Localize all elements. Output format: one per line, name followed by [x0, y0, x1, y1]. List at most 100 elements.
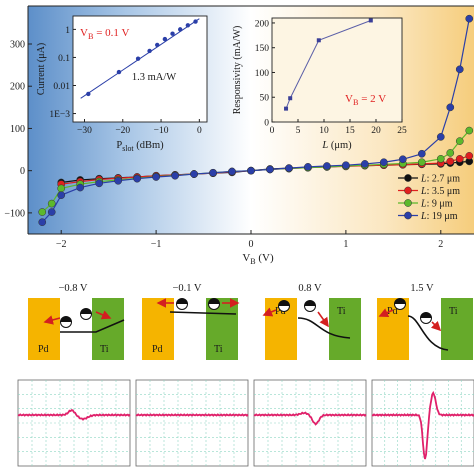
band-edge-curve [407, 315, 449, 351]
data-point [38, 218, 47, 227]
electron-hole-icon [80, 308, 92, 320]
inset1-y-tick-label: 1E−3 [49, 110, 70, 120]
inset2-data-point [284, 106, 289, 111]
inset1-data-point [86, 91, 91, 97]
scope-trace [371, 390, 474, 460]
inset2-x-axis-label: L (μm) [321, 140, 352, 151]
data-point [304, 163, 312, 171]
data-point [446, 103, 455, 112]
inset1-slope-annotation: 1.3 mA/W [132, 72, 176, 83]
band-diagram-2: −0.1 V Pd Ti [142, 283, 240, 360]
data-point [76, 183, 85, 192]
legend-label: L: 19 μm [420, 211, 458, 222]
carrier-arrow [262, 307, 277, 317]
band-edge-curve [60, 319, 125, 333]
data-point [436, 133, 445, 141]
inset1-x-tick-label: −20 [115, 126, 130, 136]
inset2-data-point [368, 18, 373, 23]
oscilloscope-row [17, 379, 474, 467]
inset1-x-tick-label: −10 [154, 126, 169, 136]
legend: L: 2.7 μmL: 3.5 μm L: 9 μmL: 19 μm [398, 174, 460, 222]
inset2-x-tick-label: 5 [296, 126, 301, 136]
inset2-y-tick-label: 50 [260, 94, 270, 104]
electron-hole-icon [394, 298, 406, 310]
scope-panel-4 [371, 379, 474, 467]
inset1-y-tick-label: 1 [65, 26, 70, 36]
data-point [446, 149, 455, 157]
main-x-tick-label: −1 [151, 239, 162, 250]
band-edge-curve [169, 311, 237, 315]
scope-panel-3 [253, 379, 367, 467]
legend-marker [404, 199, 412, 207]
main-x-tick-label: 2 [438, 239, 443, 250]
inset2-x-tick-label: 0 [270, 126, 275, 136]
data-point [455, 154, 464, 163]
carrier-arrow [95, 310, 112, 320]
band-voltage-label: 1.5 V [410, 283, 434, 294]
inset2-x-tick-label: 10 [319, 126, 329, 136]
electron-hole-icon [208, 298, 220, 310]
electron-hole-icon [278, 300, 290, 312]
main-y-tick-label: 0 [20, 166, 25, 177]
data-point [465, 14, 474, 23]
series-4 [38, 14, 474, 227]
ti-label: Ti [214, 344, 223, 355]
electron-hole-icon [60, 316, 72, 328]
band-voltage-label: −0.8 V [58, 283, 87, 294]
data-point [436, 154, 445, 163]
inset-responsivity-vs-length: 0 5 10 15 20 25 0 50 100 150 200 Responsivity (mA/W… [232, 17, 407, 151]
inset2-y-tick-label: 150 [255, 44, 270, 54]
band-voltage-label: 0.8 V [298, 283, 322, 294]
main-y-tick-label: 200 [10, 82, 25, 93]
ti-block [92, 298, 124, 360]
inset1-x-tick-label: 0 [197, 126, 202, 136]
inset1-x-tick-label: −30 [77, 126, 92, 136]
carrier-arrow [378, 308, 394, 318]
data-point [417, 149, 426, 158]
data-point [465, 152, 474, 160]
data-point [465, 126, 474, 135]
data-point [247, 166, 255, 175]
inset1-data-point [147, 48, 152, 54]
electron-hole-icon [176, 298, 188, 310]
scope-panel-2 [135, 379, 249, 467]
data-point [342, 161, 350, 170]
inset2-x-tick-label: 20 [371, 126, 381, 136]
inset1-y-tick-label: 0.1 [58, 54, 70, 64]
data-point [133, 174, 141, 183]
pd-label: Pd [152, 344, 163, 355]
band-diagram-1: −0.8 V Pd Ti [28, 283, 125, 360]
inset2-frame [271, 17, 403, 123]
scope-trace [17, 408, 131, 421]
data-point [171, 171, 179, 180]
data-point [417, 158, 426, 167]
main-x-tick-label: 1 [343, 239, 348, 250]
inset1-data-point [116, 69, 122, 75]
inset1-data-point [185, 23, 191, 28]
inset-current-vs-power: −30 −20 −10 0 1E−3 0.01 0.1 1 Current (μA) Pslot … [36, 15, 208, 153]
scope-trace [253, 411, 367, 426]
inset1-y-axis-label: Current (μA) [36, 43, 47, 95]
pd-label: Pd [387, 306, 398, 317]
scope-trace [135, 413, 249, 417]
inset2-x-tick-label: 15 [345, 126, 355, 136]
inset1-y-tick-label: 0.01 [53, 82, 70, 92]
inset2-y-axis-label: Responsivity (mA/W) [232, 26, 243, 115]
main-y-tick-label: 300 [10, 40, 25, 51]
band-diagram-row: −0.8 V Pd Ti −0.1 V Pd Ti 0.8 V Pd Ti 1.5 V Pd Ti [28, 283, 473, 360]
data-point [47, 199, 56, 208]
main-x-tick-label: 0 [249, 239, 254, 250]
inset2-bias-annotation: VB = 2 V [345, 93, 386, 107]
carrier-arrow [43, 315, 61, 325]
pd-block [28, 298, 60, 360]
data-point [47, 208, 56, 216]
ti-block [329, 298, 361, 360]
data-point [446, 157, 455, 166]
legend-marker [404, 186, 412, 195]
band-diagram-4: 1.5 V Pd Ti [377, 283, 473, 360]
band-voltage-label: −0.1 V [172, 283, 201, 294]
data-point [380, 158, 388, 167]
inset1-data-point [170, 31, 175, 36]
